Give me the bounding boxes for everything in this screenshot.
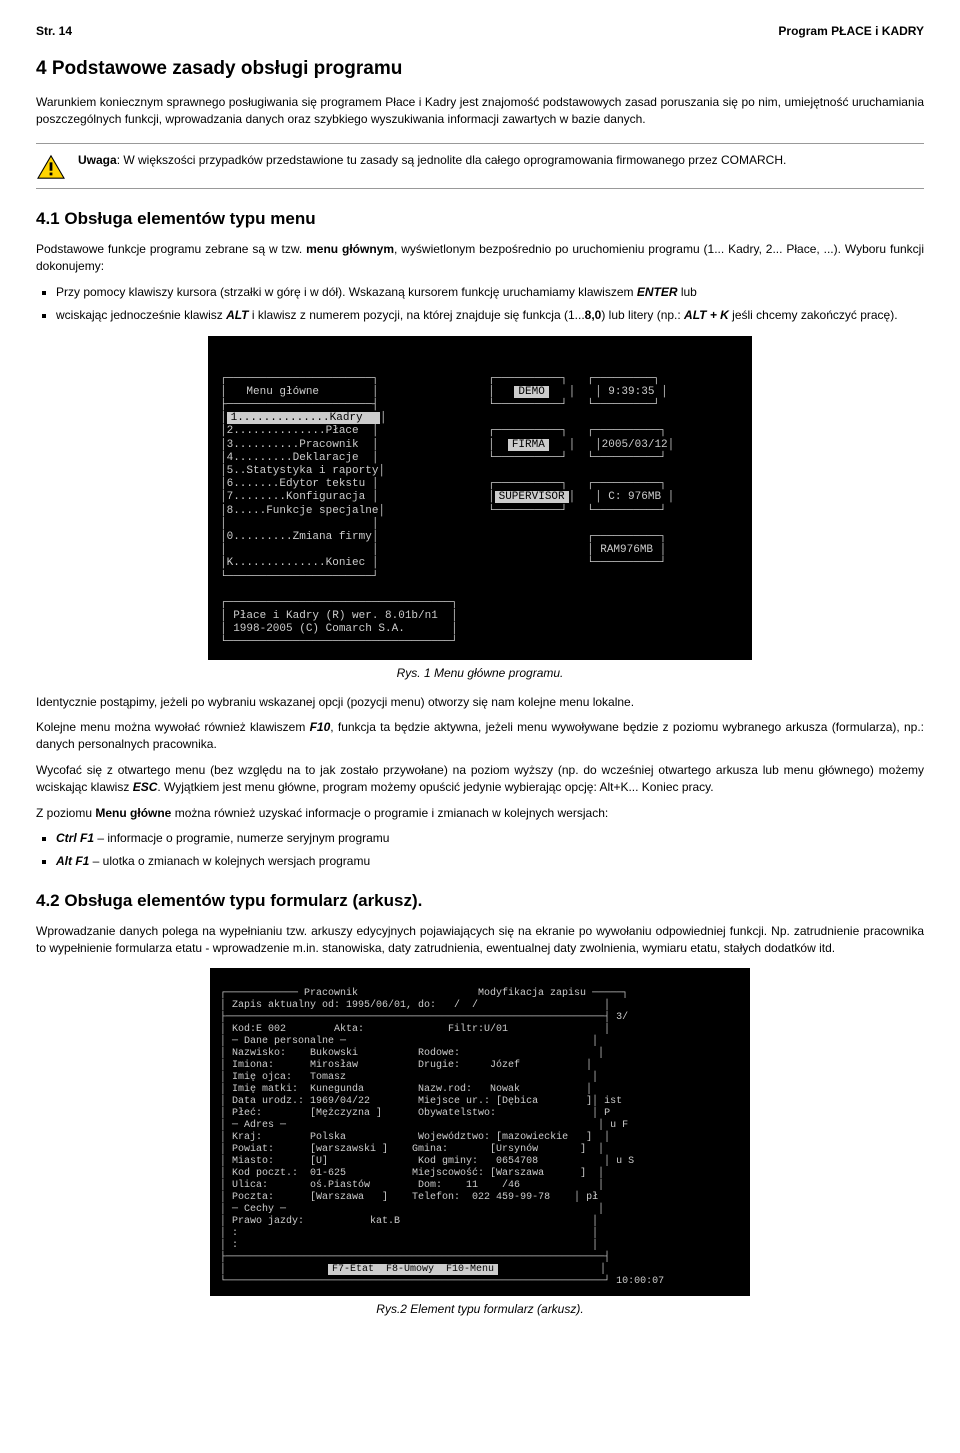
section-4-heading: 4 Podstawowe zasady obsługi programu bbox=[36, 58, 924, 80]
after-fig-p1: Identycznie postąpimy, jeżeli po wybrani… bbox=[36, 694, 924, 711]
section-42-heading: 4.2 Obsługa elementów typu formularz (ar… bbox=[36, 891, 924, 911]
section-41-heading: 4.1 Obsługa elementów typu menu bbox=[36, 209, 924, 229]
list-item: wciskając jednocześnie klawisz ALT i kla… bbox=[56, 307, 924, 324]
program-title: Program PŁACE i KADRY bbox=[778, 24, 924, 38]
warning-prefix: Uwaga bbox=[78, 153, 117, 167]
figure-2-caption: Rys.2 Element typu formularz (arkusz). bbox=[36, 1302, 924, 1316]
after-fig-p2: Kolejne menu można wywołać również klawi… bbox=[36, 719, 924, 754]
dos-form: ┌──────────── Pracownik Modyfikacja zapi… bbox=[210, 968, 750, 1296]
warning-block: Uwaga: W większości przypadków przedstaw… bbox=[36, 143, 924, 189]
list-item: Ctrl F1 – informacje o programie, numerz… bbox=[56, 830, 924, 847]
dos-main-menu: ┌──────────────────────┐ │ Menu główne │… bbox=[208, 336, 752, 659]
after-fig-p4: Z poziomu Menu główne można również uzys… bbox=[36, 805, 924, 822]
list-item: Alt F1 – ulotka o zmianach w kolejnych w… bbox=[56, 853, 924, 870]
section-42-para: Wprowadzanie danych polega na wypełniani… bbox=[36, 923, 924, 958]
section-41-para: Podstawowe funkcje programu zebrane są w… bbox=[36, 241, 924, 276]
warning-body: : W większości przypadków przedstawione … bbox=[117, 153, 787, 167]
section-4-para: Warunkiem koniecznym sprawnego posługiwa… bbox=[36, 94, 924, 129]
figure-1-caption: Rys. 1 Menu główne programu. bbox=[36, 666, 924, 680]
after-fig-p3: Wycofać się z otwartego menu (bez względ… bbox=[36, 762, 924, 797]
info-keys-list: Ctrl F1 – informacje o programie, numerz… bbox=[56, 830, 924, 871]
list-item: Przy pomocy klawiszy kursora (strzałki w… bbox=[56, 284, 924, 301]
page-number: Str. 14 bbox=[36, 24, 72, 38]
section-41-list: Przy pomocy klawiszy kursora (strzałki w… bbox=[56, 284, 924, 325]
warning-text: Uwaga: W większości przypadków przedstaw… bbox=[78, 152, 786, 169]
warning-icon bbox=[36, 154, 66, 180]
page-header: Str. 14 Program PŁACE i KADRY bbox=[36, 24, 924, 38]
